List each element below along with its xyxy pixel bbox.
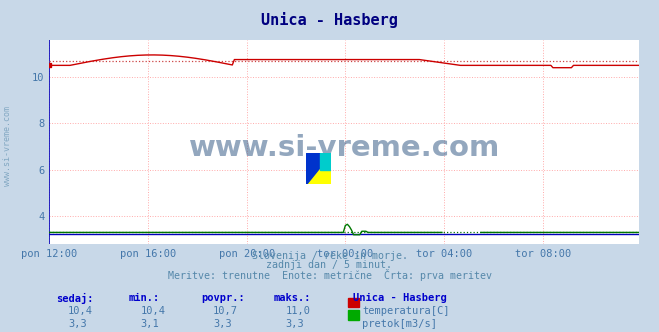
Text: pretok[m3/s]: pretok[m3/s] bbox=[362, 319, 438, 329]
Text: www.si-vreme.com: www.si-vreme.com bbox=[188, 134, 500, 162]
Text: maks.:: maks.: bbox=[273, 293, 311, 303]
Text: 3,3: 3,3 bbox=[285, 319, 304, 329]
Text: povpr.:: povpr.: bbox=[201, 293, 244, 303]
Polygon shape bbox=[306, 153, 331, 184]
Text: Unica - Hasberg: Unica - Hasberg bbox=[353, 293, 446, 303]
Text: 10,7: 10,7 bbox=[213, 306, 238, 316]
Polygon shape bbox=[306, 153, 331, 184]
Text: 11,0: 11,0 bbox=[285, 306, 310, 316]
Text: Meritve: trenutne  Enote: metrične  Črta: prva meritev: Meritve: trenutne Enote: metrične Črta: … bbox=[167, 269, 492, 281]
Text: temperatura[C]: temperatura[C] bbox=[362, 306, 450, 316]
Text: 10,4: 10,4 bbox=[68, 306, 93, 316]
Text: zadnji dan / 5 minut.: zadnji dan / 5 minut. bbox=[266, 260, 393, 270]
Text: www.si-vreme.com: www.si-vreme.com bbox=[3, 106, 13, 186]
Text: Unica - Hasberg: Unica - Hasberg bbox=[261, 12, 398, 28]
Text: sedaj:: sedaj: bbox=[56, 293, 94, 304]
Text: min.:: min.: bbox=[129, 293, 159, 303]
Text: 3,1: 3,1 bbox=[140, 319, 159, 329]
Text: 3,3: 3,3 bbox=[213, 319, 231, 329]
Polygon shape bbox=[320, 153, 331, 170]
Text: 10,4: 10,4 bbox=[140, 306, 165, 316]
Text: 3,3: 3,3 bbox=[68, 319, 86, 329]
Text: Slovenija / reke in morje.: Slovenija / reke in morje. bbox=[252, 251, 407, 261]
